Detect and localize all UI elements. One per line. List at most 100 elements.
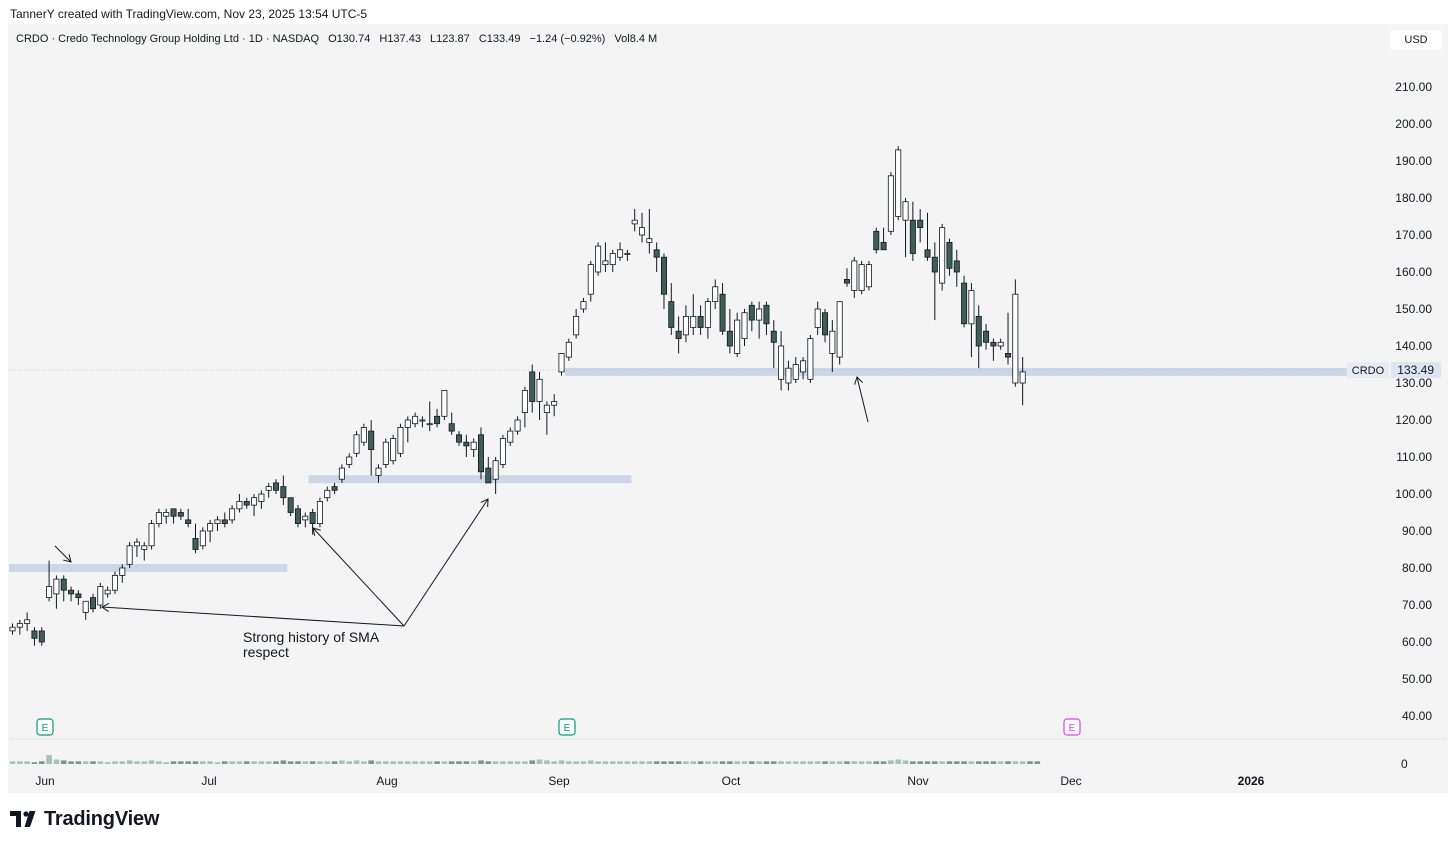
candle — [653, 242, 660, 272]
candle — [646, 209, 653, 254]
candle-body — [617, 249, 624, 258]
tradingview-logo-icon — [10, 811, 36, 827]
candle-body — [426, 423, 433, 426]
volume-bar — [31, 762, 38, 764]
candle — [265, 482, 272, 498]
candle-body — [287, 497, 294, 513]
candle-body — [682, 315, 689, 336]
candle-body — [997, 341, 1004, 347]
candle — [858, 260, 865, 295]
volume-bar — [185, 761, 191, 764]
candle — [843, 268, 850, 287]
chart-area[interactable] — [8, 24, 1448, 793]
candle — [9, 623, 16, 635]
candle-body — [514, 419, 521, 432]
candle-body — [521, 389, 528, 413]
earnings-marker-box — [36, 718, 54, 736]
volume-bar — [646, 761, 653, 764]
candle — [302, 512, 309, 528]
candle — [273, 479, 280, 494]
volume-bar — [397, 761, 404, 764]
candle — [251, 494, 258, 517]
candle — [485, 457, 492, 484]
candle — [397, 423, 404, 457]
volume-bar — [346, 761, 353, 764]
symbol-legend: CRDO · Credo Technology Group Holding Lt… — [16, 33, 657, 45]
x-tick-label: Aug — [376, 774, 397, 788]
x-tick-label: Nov — [907, 774, 928, 788]
volume-bar — [953, 761, 960, 764]
y-tick-label: 70.00 — [1402, 598, 1432, 612]
candle-body — [939, 227, 946, 284]
candle — [470, 438, 477, 457]
candle — [778, 331, 785, 391]
candle-body — [990, 341, 997, 347]
volume-bar — [295, 761, 301, 764]
volume-bar — [419, 761, 426, 764]
volume-bar — [792, 761, 799, 764]
candle — [961, 275, 968, 328]
candle-body — [631, 219, 638, 225]
volume-bar — [866, 761, 872, 764]
candle-body — [843, 278, 850, 284]
candle — [477, 427, 484, 480]
candle — [697, 305, 704, 335]
candle — [975, 305, 982, 369]
candle — [712, 279, 719, 309]
y-tick-label: 50.00 — [1402, 672, 1432, 686]
candle — [492, 457, 499, 494]
volume-bar — [902, 760, 909, 764]
volume-bar — [910, 761, 916, 764]
candle — [294, 505, 301, 528]
volume-bar — [339, 760, 345, 764]
candle — [448, 412, 455, 435]
volume-bar — [631, 761, 638, 764]
volume-bar — [800, 761, 806, 764]
last-price-value: 133.49 — [1397, 363, 1434, 377]
candle-body — [31, 630, 38, 639]
candle-body — [704, 301, 711, 328]
volume-bar — [880, 761, 887, 764]
volume-bar — [126, 760, 133, 764]
volume-bar — [178, 761, 184, 764]
candle-body — [309, 512, 316, 525]
candle-body — [38, 630, 45, 643]
candle — [75, 590, 82, 605]
candle-body — [953, 260, 960, 273]
volume-bar — [280, 760, 287, 764]
candle-body — [756, 308, 763, 321]
candle-body — [477, 434, 484, 473]
volume-bar — [426, 761, 433, 764]
volume-bar — [90, 761, 96, 764]
candle — [551, 394, 558, 417]
candle-body — [390, 438, 397, 462]
tradingview-logo[interactable]: TradingView — [10, 808, 159, 831]
candle-body — [946, 241, 953, 269]
candle — [82, 600, 89, 620]
candle-body — [221, 519, 228, 525]
candle — [163, 508, 170, 524]
volume-bar — [1012, 761, 1019, 764]
candle-body — [624, 253, 631, 255]
candle — [24, 612, 31, 631]
candle — [851, 257, 858, 298]
change-value: −1.24 (−0.92%) — [529, 33, 606, 45]
candle — [543, 401, 550, 435]
volume-bar — [983, 761, 989, 764]
candle — [953, 249, 960, 287]
candle-body — [880, 241, 887, 251]
candle-body — [236, 500, 243, 510]
candle — [580, 297, 587, 313]
volume-bar — [851, 761, 858, 764]
candle-body — [155, 512, 162, 525]
volume-bar — [587, 760, 594, 764]
volume-bar — [500, 761, 506, 764]
candle-body — [170, 508, 177, 517]
candle-body — [580, 301, 587, 310]
candle-body — [104, 589, 111, 595]
earnings-marker: E — [1063, 718, 1081, 736]
y-tick-label: 200.00 — [1395, 117, 1432, 131]
currency-button[interactable]: USD — [1390, 30, 1442, 50]
